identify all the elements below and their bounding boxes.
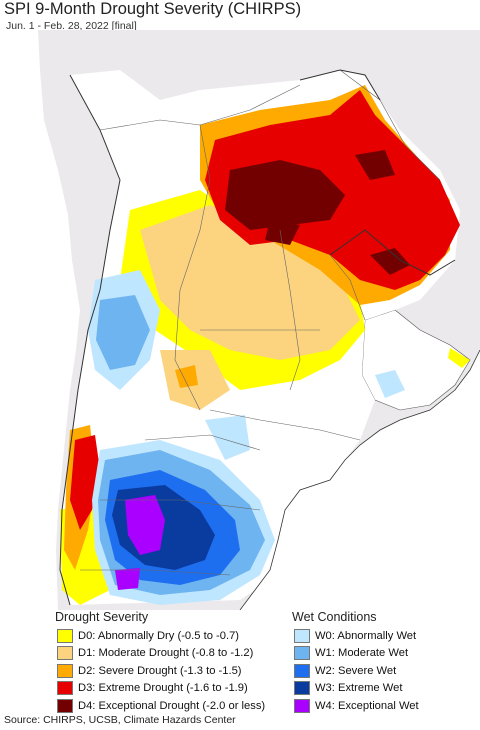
zone-d2-spot — [175, 365, 198, 388]
zone-w4-pat-b — [115, 568, 140, 590]
wet-legend-heading: Wet Conditions — [292, 610, 377, 624]
zone-w0-center — [205, 415, 250, 460]
map-title: SPI 9-Month Drought Severity (CHIRPS) — [4, 0, 302, 18]
legend-swatch — [57, 663, 73, 678]
legend-item-d2: D2: Severe Drought (-1.3 to -1.5) — [57, 662, 265, 680]
source-note: Source: CHIRPS, UCSB, Climate Hazards Ce… — [4, 714, 236, 726]
zone-d1 — [140, 205, 360, 360]
atlantic-ocean — [240, 350, 480, 610]
legend-item-d0: D0: Abnormally Dry (-0.5 to -0.7) — [57, 627, 265, 645]
zone-d4-b — [265, 220, 300, 245]
zone-w4-pat — [125, 495, 165, 555]
legend-label: W2: Severe Wet — [315, 664, 397, 677]
legend-item-w4: W4: Exceptional Wet — [294, 697, 419, 715]
legend-item-w0: W0: Abnormally Wet — [294, 627, 419, 645]
uruguay-dry-patch — [448, 348, 470, 368]
legend-label: W0: Abnormally Wet — [315, 629, 417, 642]
zone-d4-d — [355, 150, 395, 180]
legend-swatch — [57, 646, 73, 661]
drought-legend-heading: Drought Severity — [55, 610, 149, 624]
wet-legend: Wet Conditions W0: Abnormally Wet W1: Mo… — [292, 610, 419, 715]
zone-d4 — [225, 160, 345, 230]
legend-item-w1: W1: Moderate Wet — [294, 645, 419, 663]
zone-d4-c — [370, 248, 410, 275]
zone-w1-nw — [96, 295, 150, 370]
drought-legend: Drought Severity D0: Abnormally Dry (-0.… — [55, 610, 265, 715]
uruguay-wet-patch — [375, 370, 405, 398]
legend-label: D3: Extreme Drought (-1.6 to -1.9) — [78, 682, 248, 695]
legend-item-d4: D4: Exceptional Drought (-2.0 or less) — [57, 697, 265, 715]
legend-swatch — [294, 663, 310, 678]
legend-item-w2: W2: Severe Wet — [294, 662, 419, 680]
legend-label: W1: Moderate Wet — [315, 647, 409, 660]
legend-item-w3: W3: Extreme Wet — [294, 680, 419, 698]
drought-map — [0, 30, 480, 610]
coastline — [239, 349, 480, 610]
legend-swatch — [57, 681, 73, 696]
map-subtitle: Jun. 1 - Feb. 28, 2022 [final] — [6, 20, 137, 32]
legend-label: D4: Exceptional Drought (-2.0 or less) — [78, 699, 266, 712]
legend-swatch — [294, 646, 310, 661]
legend-item-d1: D1: Moderate Drought (-0.8 to -1.2) — [57, 645, 265, 663]
legend-label: D0: Abnormally Dry (-0.5 to -0.7) — [78, 629, 240, 642]
country-borders — [59, 69, 456, 606]
legend-swatch — [294, 698, 310, 713]
legend-label: W4: Exceptional Wet — [315, 699, 419, 712]
pacific-ocean — [0, 30, 80, 610]
legend-item-d3: D3: Extreme Drought (-1.6 to -1.9) — [57, 680, 265, 698]
legend-label: D2: Severe Drought (-1.3 to -1.5) — [78, 664, 242, 677]
legend-label: W3: Extreme Wet — [315, 682, 403, 695]
legend-swatch — [57, 698, 73, 713]
legend-swatch — [57, 628, 73, 643]
legend-swatch — [294, 681, 310, 696]
province-borders — [80, 69, 441, 576]
legend-label: D1: Moderate Drought (-0.8 to -1.2) — [78, 647, 254, 660]
legend-swatch — [294, 628, 310, 643]
